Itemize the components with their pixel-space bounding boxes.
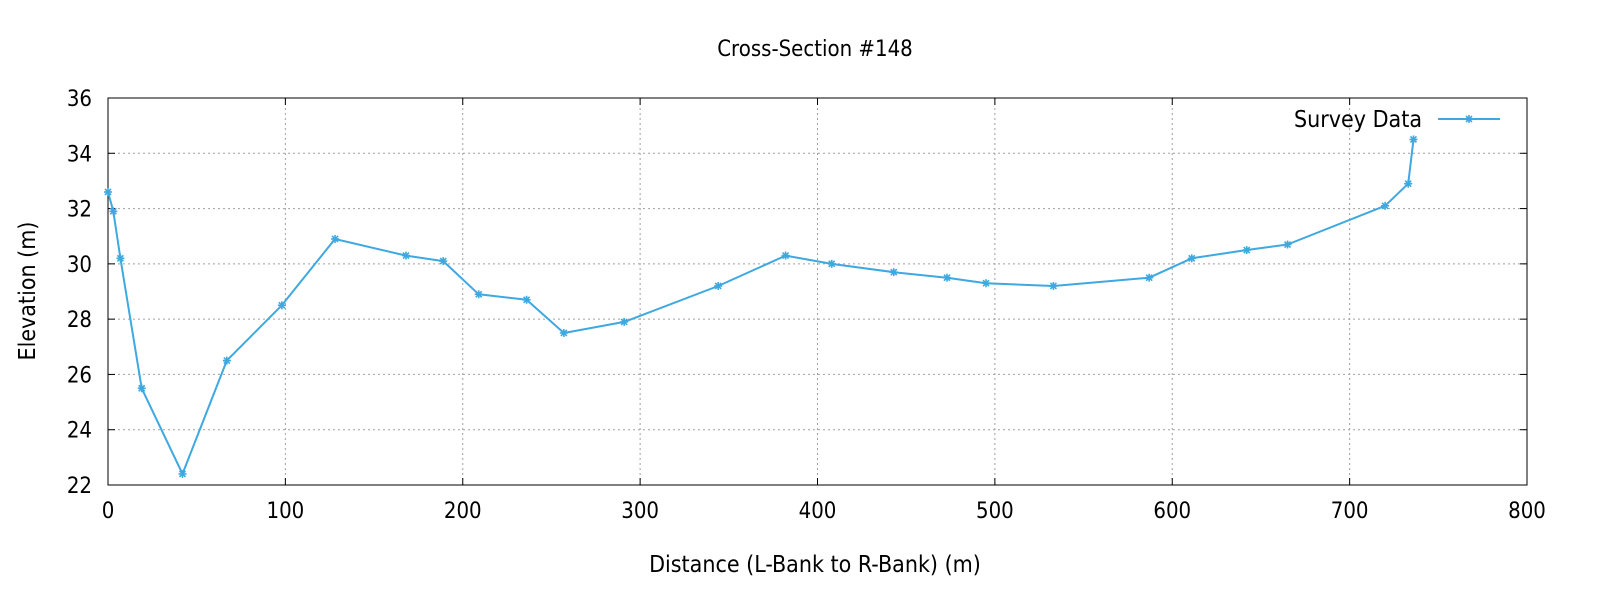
y-tick-label: 24 xyxy=(67,419,92,444)
x-tick-label: 300 xyxy=(621,499,659,524)
legend-swatch-marker xyxy=(1465,115,1473,123)
y-tick-label: 30 xyxy=(67,253,92,278)
data-point xyxy=(1404,179,1413,188)
data-point xyxy=(620,317,629,326)
data-point xyxy=(137,384,146,393)
x-axis-label: Distance (L-Bank to R-Bank) (m) xyxy=(649,552,981,578)
x-tick-label: 700 xyxy=(1331,499,1369,524)
y-tick-label: 32 xyxy=(67,198,92,223)
data-point xyxy=(331,234,340,243)
data-point xyxy=(277,301,286,310)
data-point xyxy=(559,328,568,337)
data-point xyxy=(104,187,112,196)
y-tick-label: 22 xyxy=(67,474,92,499)
series-layer xyxy=(104,135,1418,478)
data-point xyxy=(942,273,951,282)
x-tick-label: 400 xyxy=(799,499,837,524)
y-axis-label: Elevation (m) xyxy=(15,222,41,361)
data-point xyxy=(781,251,790,260)
data-point xyxy=(714,281,723,290)
data-point xyxy=(889,268,898,277)
legend: Survey Data xyxy=(1294,107,1500,133)
x-tick-label: 0 xyxy=(102,499,115,524)
tick-labels: 0 100 200 300 400 500 600 700 800 22 24 26 28 30 32 34 3… xyxy=(67,87,1546,524)
data-point xyxy=(982,279,991,288)
data-point xyxy=(178,469,187,478)
x-tick-label: 800 xyxy=(1508,499,1546,524)
y-tick-label: 26 xyxy=(67,363,92,388)
legend-label-survey-data: Survey Data xyxy=(1294,107,1422,133)
plot-frame xyxy=(107,97,1528,486)
data-point xyxy=(827,259,836,268)
data-point xyxy=(439,257,448,266)
x-tick-label: 100 xyxy=(266,499,304,524)
series-line xyxy=(107,139,1415,475)
data-point xyxy=(116,254,125,263)
y-tick-label: 28 xyxy=(67,308,92,333)
grid-lines xyxy=(108,98,1527,485)
data-point xyxy=(474,290,483,299)
data-point xyxy=(1242,246,1251,255)
data-point xyxy=(1381,201,1390,210)
chart-title: Cross-Section #148 xyxy=(717,37,913,62)
data-point xyxy=(522,295,531,304)
x-tick-label: 200 xyxy=(444,499,482,524)
data-point xyxy=(1145,273,1154,282)
y-tick-label: 36 xyxy=(67,87,92,112)
data-point xyxy=(222,356,231,365)
data-point xyxy=(109,207,118,216)
y-tick-label: 34 xyxy=(67,142,92,167)
data-point xyxy=(1409,135,1418,144)
x-tick-label: 600 xyxy=(1153,499,1191,524)
x-tick-label: 500 xyxy=(976,499,1014,524)
data-point xyxy=(1283,240,1292,249)
axis-ticks xyxy=(107,97,1528,486)
data-point xyxy=(1187,254,1196,263)
data-point xyxy=(1049,281,1058,290)
data-point xyxy=(401,251,410,260)
